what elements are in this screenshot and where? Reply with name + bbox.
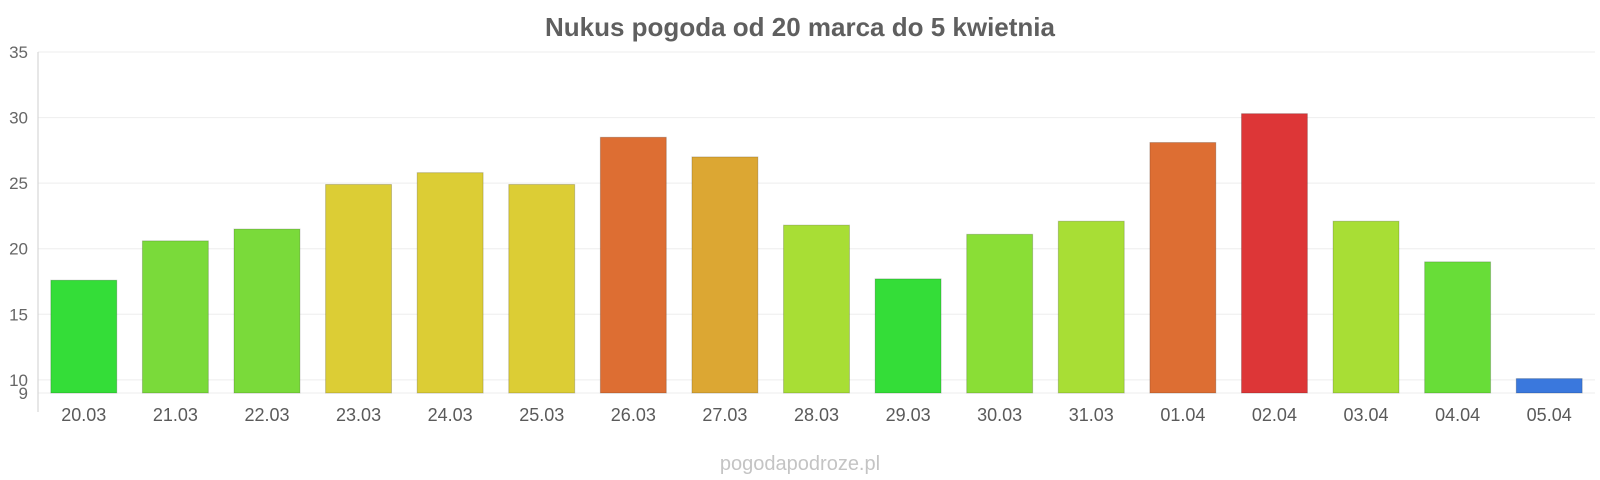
bar	[966, 233, 1034, 394]
x-axis-ticks: 20.03 21.03 22.03 23.03 24.03 25.03 26.03 27.03…	[61, 405, 1571, 425]
bar	[1240, 113, 1308, 394]
bar	[141, 240, 209, 394]
bar	[1515, 378, 1583, 394]
x-tick-label: 30.03	[977, 405, 1022, 425]
x-tick-label: 05.04	[1527, 405, 1572, 425]
y-tick-label: 30	[9, 109, 28, 128]
x-tick-label: 31.03	[1069, 405, 1114, 425]
x-tick-label: 04.04	[1435, 405, 1480, 425]
x-tick-label: 02.04	[1252, 405, 1297, 425]
bar	[1332, 220, 1400, 394]
bar	[508, 183, 576, 394]
y-tick-label: 9	[19, 384, 28, 403]
bar	[874, 278, 942, 394]
bar	[416, 172, 484, 394]
x-tick-label: 01.04	[1160, 405, 1205, 425]
y-tick-label: 10	[9, 371, 28, 390]
x-tick-label: 24.03	[428, 405, 473, 425]
x-tick-label: 25.03	[519, 405, 564, 425]
x-tick-label: 03.04	[1344, 405, 1389, 425]
bar	[691, 156, 759, 394]
bar	[1057, 220, 1125, 394]
y-axis-ticks: 35 30 25 20 15 109	[9, 43, 28, 403]
bar	[50, 279, 118, 394]
x-tick-label: 20.03	[61, 405, 106, 425]
bar	[599, 136, 667, 394]
bars	[50, 113, 1583, 394]
x-tick-label: 26.03	[611, 405, 656, 425]
y-tick-label: 25	[9, 174, 28, 193]
y-tick-label: 35	[9, 43, 28, 62]
x-tick-label: 22.03	[244, 405, 289, 425]
x-tick-label: 29.03	[886, 405, 931, 425]
y-tick-label: 20	[9, 240, 28, 259]
bar	[325, 183, 393, 394]
x-tick-label: 28.03	[794, 405, 839, 425]
chart-title: Nukus pogoda od 20 marca do 5 kwietnia	[545, 12, 1056, 42]
watermark: pogodapodroze.pl	[720, 453, 880, 475]
x-tick-label: 23.03	[336, 405, 381, 425]
bar	[233, 228, 301, 394]
bar	[783, 224, 850, 394]
x-tick-label: 21.03	[153, 405, 198, 425]
y-tick-label: 15	[9, 305, 28, 324]
bar	[1149, 141, 1217, 394]
bar	[1424, 261, 1492, 394]
x-tick-label: 27.03	[702, 405, 747, 425]
